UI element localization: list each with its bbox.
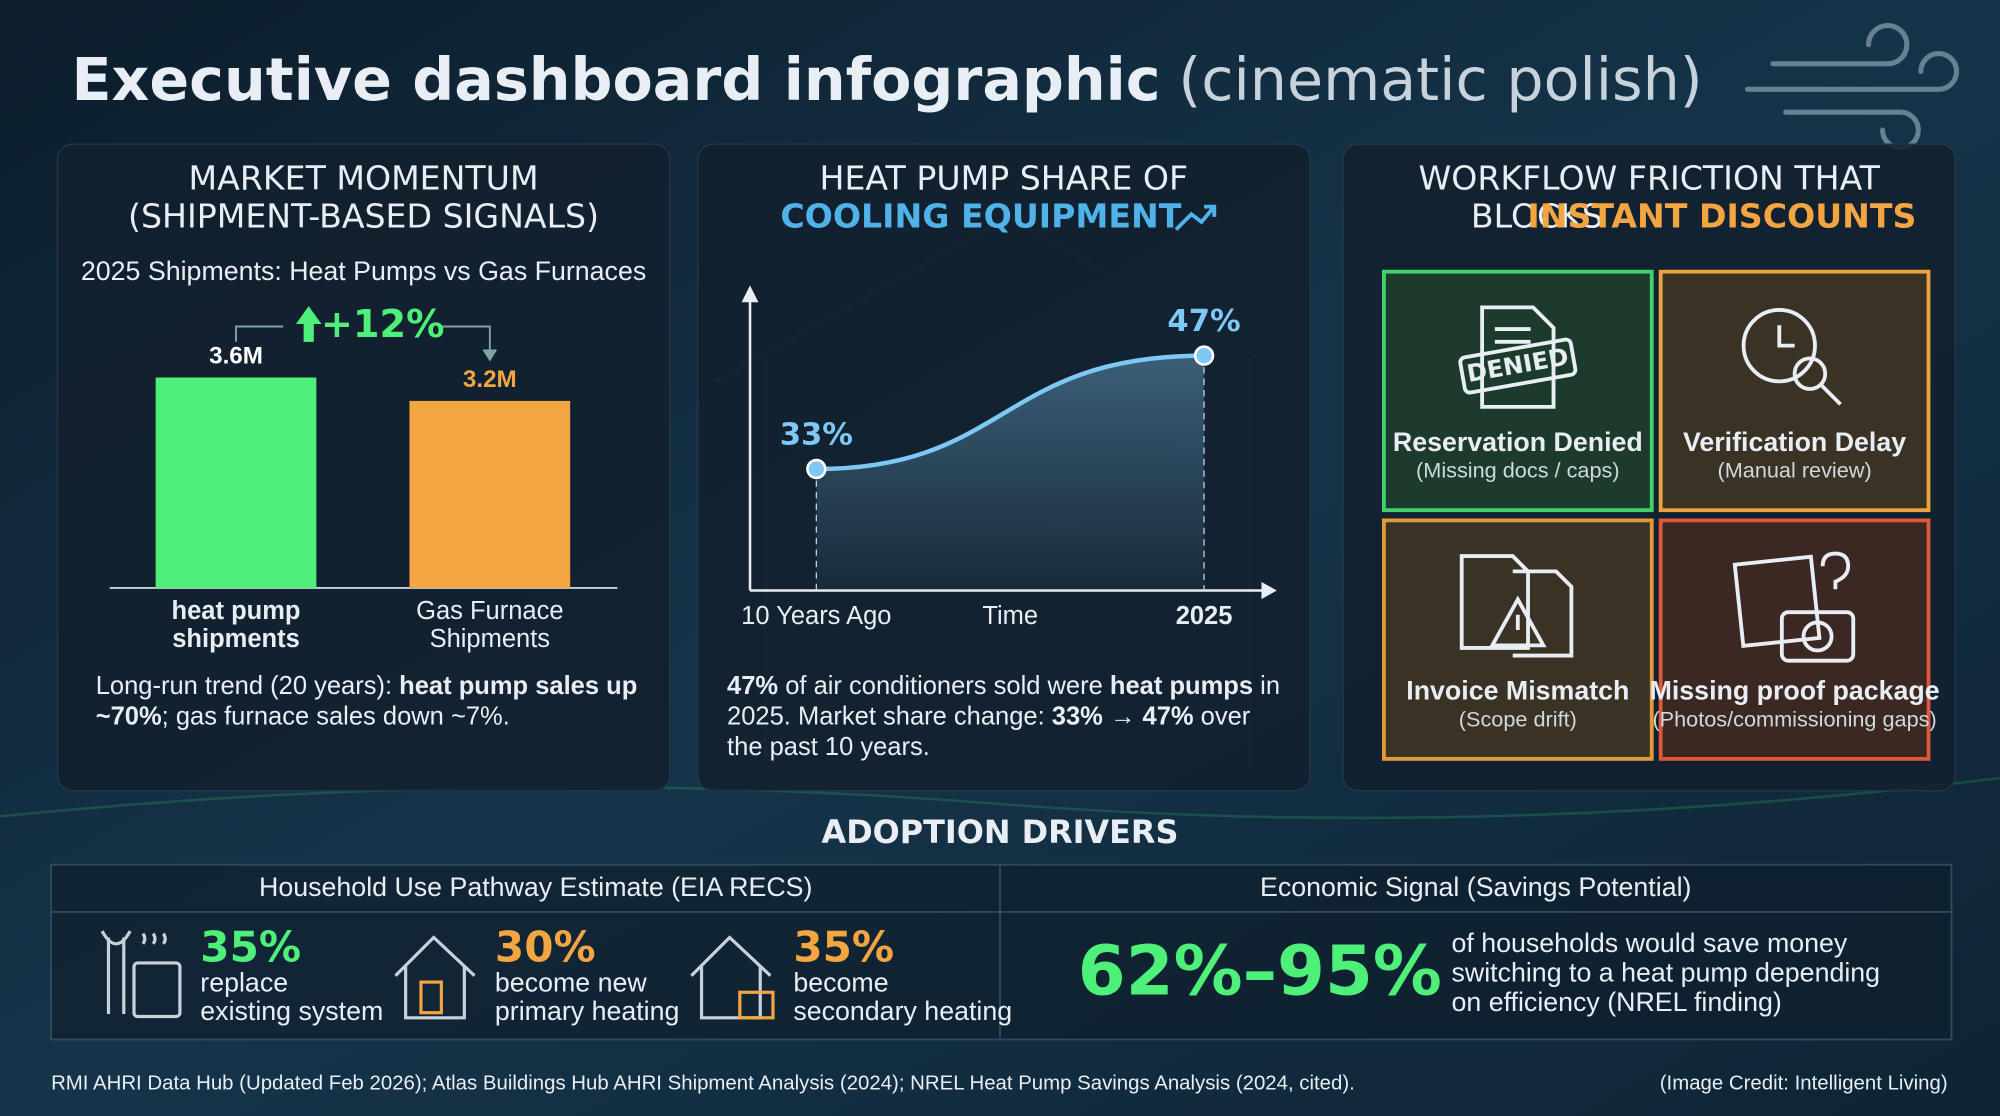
tile-label: Verification Delay	[1683, 427, 1906, 457]
stat-value: 35%	[200, 923, 301, 972]
stat-value: 30%	[495, 923, 596, 972]
note-part: heat pump sales up ~70%	[95, 672, 638, 731]
bracket	[235, 325, 498, 362]
x-tick-label: 10 Years Ago	[741, 602, 891, 630]
stat-text: existing system	[200, 996, 383, 1026]
value-label: 33%	[780, 417, 853, 452]
table-header: Household Use Pathway Estimate (EIA RECS…	[259, 872, 812, 902]
icon-lens	[1792, 356, 1828, 391]
icon-camera	[1779, 610, 1856, 663]
tile-label: Missing proof package	[1650, 676, 1940, 706]
icon-question	[1820, 551, 1851, 590]
up-arrow	[295, 306, 322, 342]
panel-title: COOLING EQUIPMENT	[780, 197, 1181, 236]
icon-docs	[1459, 554, 1574, 658]
savings-range: 62%–95%	[1078, 932, 1442, 1012]
note: 47% of air conditioners sold were heat p…	[727, 671, 1288, 763]
decor-wind	[1744, 22, 1960, 151]
bar	[155, 377, 317, 588]
note-part: ; gas furnace sales down ~7%.	[161, 702, 510, 731]
subtitle: (cinematic polish)	[1178, 46, 1702, 114]
note-text: 47% of air conditioners sold were heat p…	[727, 671, 1288, 763]
bar	[409, 400, 571, 588]
stat-value: 35%	[793, 923, 894, 972]
icon-handle	[1820, 383, 1842, 406]
savings-text: switching to a heat pump depending	[1452, 958, 1881, 988]
adoption-icons	[100, 930, 775, 1020]
x-tick-label: shipments	[172, 625, 300, 653]
tile-detail: (Photos/commissioning gaps)	[1652, 706, 1936, 731]
stat-text: become new	[495, 968, 647, 998]
note-part: in 2025. Market share change:	[727, 672, 1281, 731]
panel	[56, 143, 671, 792]
x-tick-label: heat pump	[172, 597, 301, 625]
tile-label: Reservation Denied	[1393, 427, 1643, 457]
note-part: 47%	[727, 672, 779, 701]
x-tick-label: Gas Furnace	[416, 597, 563, 625]
stat-text: become	[793, 968, 888, 998]
tile-icon	[1741, 308, 1842, 406]
area	[816, 355, 1205, 591]
value-label: 3.6M	[209, 343, 263, 370]
table-header: Economic Signal (Savings Potential)	[1260, 872, 1691, 902]
value-label: 3.2M	[463, 366, 517, 393]
point	[806, 458, 827, 480]
annotation: +12%	[321, 302, 445, 347]
panel-title: BLOCKS	[1471, 197, 1603, 236]
stat-text: secondary heating	[793, 996, 1012, 1026]
stat-text: replace	[200, 968, 288, 998]
panel-title: MARKET MOMENTUM	[189, 158, 539, 197]
note: Long-run trend (20 years): heat pump sal…	[96, 671, 657, 732]
x-tick-label: Shipments	[430, 625, 550, 653]
x-tick-label: 2025	[1176, 602, 1233, 630]
savings-text: on efficiency (NREL finding)	[1452, 987, 1782, 1017]
tile-icon	[1458, 305, 1578, 409]
x-axis-label: Time	[982, 602, 1038, 630]
panel-title: WORKFLOW FRICTION THAT	[1418, 158, 1880, 197]
icon-camera-lens	[1801, 620, 1834, 653]
panel-title: HEAT PUMP SHARE OF	[820, 158, 1189, 197]
chart-subtitle: 2025 Shipments: Heat Pumps vs Gas Furnac…	[81, 256, 646, 286]
note-text: Long-run trend (20 years): heat pump sal…	[96, 671, 657, 732]
adoption-table	[50, 863, 1953, 1041]
tile-detail: (Scope drift)	[1459, 706, 1577, 731]
savings-text: of households would save money	[1452, 928, 1848, 958]
panel-title: (SHIPMENT-BASED SIGNALS)	[128, 197, 599, 236]
sources: RMI AHRI Data Hub (Updated Feb 2026); At…	[51, 1073, 1355, 1095]
tile-detail: (Manual review)	[1718, 458, 1872, 483]
icon-hands	[1777, 325, 1795, 348]
note-part: over the past 10 years.	[727, 702, 1251, 762]
section-title: ADOPTION DRIVERS	[822, 813, 1179, 851]
note-part: heat pumps	[1109, 672, 1254, 701]
tiles	[1381, 269, 1931, 761]
icon-clock	[1741, 308, 1817, 384]
tile-icon	[1459, 554, 1574, 658]
stat-text: primary heating	[495, 996, 679, 1026]
tile-detail: (Missing docs / caps)	[1416, 458, 1620, 483]
note-part: of air conditioners sold were	[778, 672, 1110, 701]
trend-icon	[1174, 204, 1217, 231]
icon-stamp	[1458, 337, 1578, 395]
credit: (Image Credit: Intelligent Living)	[1660, 1073, 1948, 1095]
point	[1193, 345, 1215, 366]
panel-title-highlight: INSTANT DISCOUNTS	[1527, 197, 1916, 236]
header: Executive dashboard infographic (cinemati…	[71, 46, 1702, 114]
tile-label: Invoice Mismatch	[1406, 676, 1629, 706]
note-part: Long-run trend (20 years):	[95, 672, 400, 701]
note-part: 33% → 47%	[1051, 702, 1194, 731]
value-label: 47%	[1167, 304, 1240, 339]
icon-warn	[1489, 595, 1547, 648]
title: Executive dashboard infographic	[71, 46, 1160, 114]
tile	[1381, 269, 1654, 513]
line	[816, 353, 1205, 472]
tile-icon	[1732, 551, 1856, 663]
